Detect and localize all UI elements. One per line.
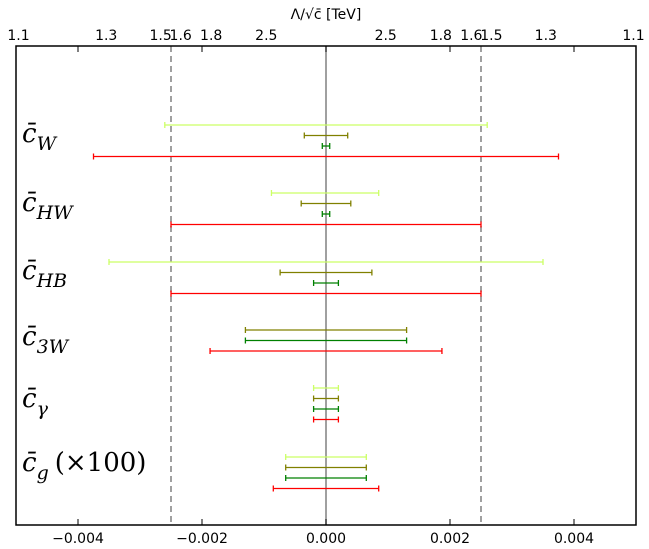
parameter-label: c̄HB: [22, 256, 67, 292]
top-tick-label: 1.5: [150, 28, 172, 44]
parameter-group-4: [312, 385, 340, 423]
bottom-tick-label: 0.002: [430, 531, 470, 547]
bottom-tick-label: −0.004: [52, 531, 104, 547]
parameter-label: c̄3W: [22, 322, 70, 358]
top-tick-label: 1.8: [430, 28, 452, 44]
top-tick-label: 1.8: [200, 28, 222, 44]
plot-area: c̄W c̄HW c̄HB c̄3W c̄γ c̄g (×100) −0.004 −0.002 0…: [7, 28, 644, 547]
top-tick-label: 1.6: [460, 28, 482, 44]
bottom-tick-label: 0.000: [306, 531, 346, 547]
top-tick-label: 2.5: [375, 28, 397, 44]
parameter-group-5: [272, 454, 380, 492]
top-tick-label: 1.5: [480, 28, 502, 44]
bottom-tick-label: −0.002: [176, 531, 228, 547]
top-tick-label: 1.1: [622, 28, 644, 44]
parameter-group-1: [170, 190, 482, 228]
top-tick-label: 1.3: [95, 28, 117, 44]
top-tick-label: 1.3: [535, 28, 557, 44]
parameter-group-0: [92, 122, 560, 160]
parameter-group-3: [209, 327, 443, 354]
parameter-label: c̄g (×100): [22, 448, 146, 484]
top-axis-title: Λ/√c̄ [TeV]: [291, 7, 362, 23]
bottom-tick-label: 0.004: [554, 531, 594, 547]
top-tick-label: 1.1: [7, 28, 29, 44]
parameter-group-2: [108, 259, 544, 297]
top-tick-label: 1.6: [170, 28, 192, 44]
parameter-label: c̄HW: [22, 188, 74, 224]
top-tick-label: 2.5: [255, 28, 277, 44]
parameter-label: c̄γ: [22, 384, 49, 420]
parameter-label: c̄W: [22, 119, 58, 155]
